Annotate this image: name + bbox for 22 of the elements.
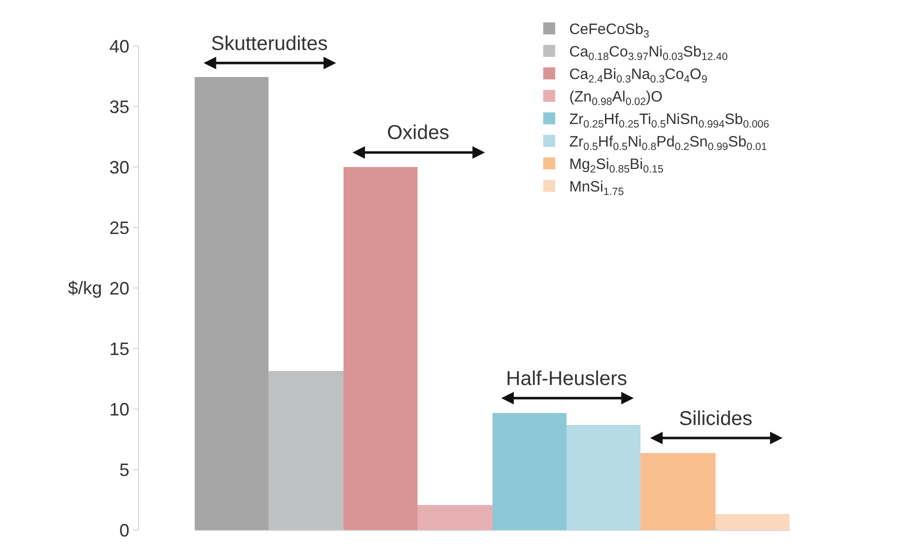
text: Zr$_{0.5}$Hf$_{0.5}$Ni$_{0.8}$Pd$_{0.2}$Sn$_{0.99}$Sb$_{0.01}$ [569, 134, 767, 153]
legend-label: CeFeCoSb$_{3}$ [569, 21, 650, 40]
y-axis-title: $/kg [68, 278, 102, 298]
y-tick-label: 30 [109, 157, 130, 178]
legend-label: Ca$_{0.18}$Co$_{3.97}$Ni$_{0.03}$Sb$_{12.40}$ [569, 44, 728, 63]
legend-label: MnSi$_{1.75}$ [569, 178, 624, 198]
annotation: Half-Heuslers [506, 368, 628, 390]
annotation: Oxides [387, 122, 450, 144]
y-tick-label: 40 [109, 36, 130, 56]
legend-label: Mg$_{2}$Si$_{0.85}$Bi$_{0.15}$ [569, 156, 664, 176]
y-tick-label: 35 [109, 96, 130, 117]
legend-label: (Zn$_{0.98}$Al$_{0.02}$)O [569, 88, 663, 108]
annotation: Skutterudites [211, 33, 328, 55]
annotation: Silicides [679, 408, 752, 430]
y-tick-label: 10 [109, 399, 130, 420]
y-tick-label: 15 [109, 338, 130, 359]
y-tick-label: 0 [119, 520, 130, 540]
y-tick-label: 20 [109, 278, 130, 298]
text: Ca$_{2.4}$Bi$_{0.3}$Na$_{0.3}$Co$_{4}$O$_{9}$ [569, 66, 708, 86]
y-tick-label: 5 [119, 460, 130, 480]
text: Zr$_{0.25}$Hf$_{0.25}$Ti$_{0.5}$NiSn$_{0.994}$Sb$_{0.006}$ [569, 111, 770, 130]
y-tick-label: 25 [109, 218, 130, 238]
